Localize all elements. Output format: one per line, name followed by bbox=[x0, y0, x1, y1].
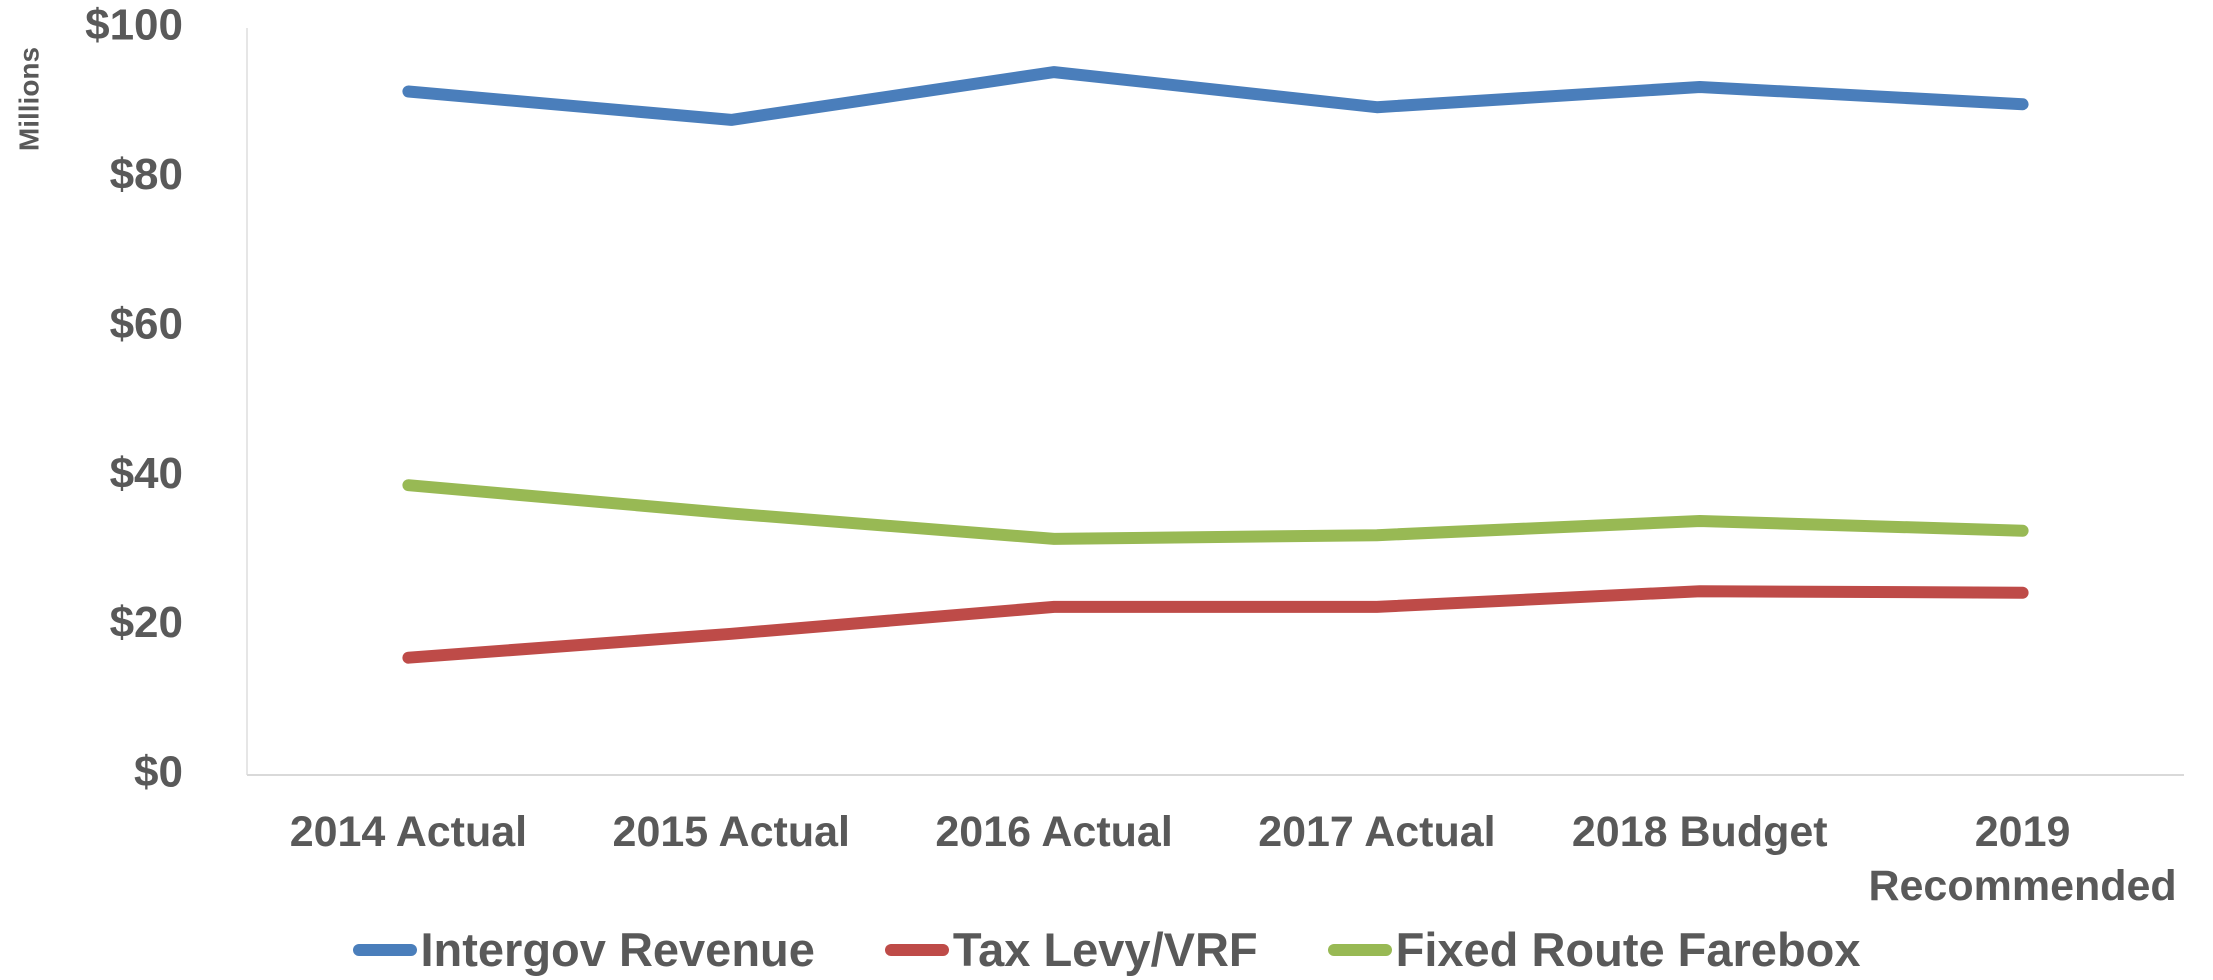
x-tick-label: 2018 Budget bbox=[1525, 805, 1875, 859]
legend-label: Intergov Revenue bbox=[421, 922, 815, 977]
x-tick-label: 2016 Actual bbox=[879, 805, 1229, 859]
y-tick-label: $60 bbox=[110, 299, 183, 348]
legend-label: Fixed Route Farebox bbox=[1396, 922, 1861, 977]
series-line bbox=[408, 485, 2022, 539]
x-tick-label: 2014 Actual bbox=[233, 805, 583, 859]
legend-item: Intergov Revenue bbox=[353, 922, 815, 977]
chart-page: Millions $0 $20 $40 $60 $80 $100 Intergov Rev… bbox=[0, 0, 2213, 980]
y-tick-label: $80 bbox=[110, 150, 183, 199]
y-tick-label: $0 bbox=[134, 748, 183, 797]
x-tick-label: 2017 Actual bbox=[1202, 805, 1552, 859]
legend-swatch bbox=[353, 944, 417, 956]
y-axis-title: Millions bbox=[13, 47, 44, 151]
x-tick-label: 2019 Recommended bbox=[1848, 805, 2198, 913]
legend-item: Fixed Route Farebox bbox=[1328, 922, 1861, 977]
legend-swatch bbox=[885, 944, 949, 956]
legend: Intergov Revenue Tax Levy/VRF Fixed Route … bbox=[0, 922, 2213, 977]
series-line bbox=[408, 72, 2022, 120]
y-tick-label: $40 bbox=[110, 449, 183, 498]
legend-label: Tax Levy/VRF bbox=[953, 922, 1258, 977]
x-tick-label: 2015 Actual bbox=[556, 805, 906, 859]
series-line bbox=[408, 591, 2022, 658]
y-tick-label: $100 bbox=[85, 1, 183, 50]
legend-swatch bbox=[1328, 944, 1392, 956]
y-tick-label: $20 bbox=[110, 598, 183, 647]
legend-item: Tax Levy/VRF bbox=[885, 922, 1258, 977]
